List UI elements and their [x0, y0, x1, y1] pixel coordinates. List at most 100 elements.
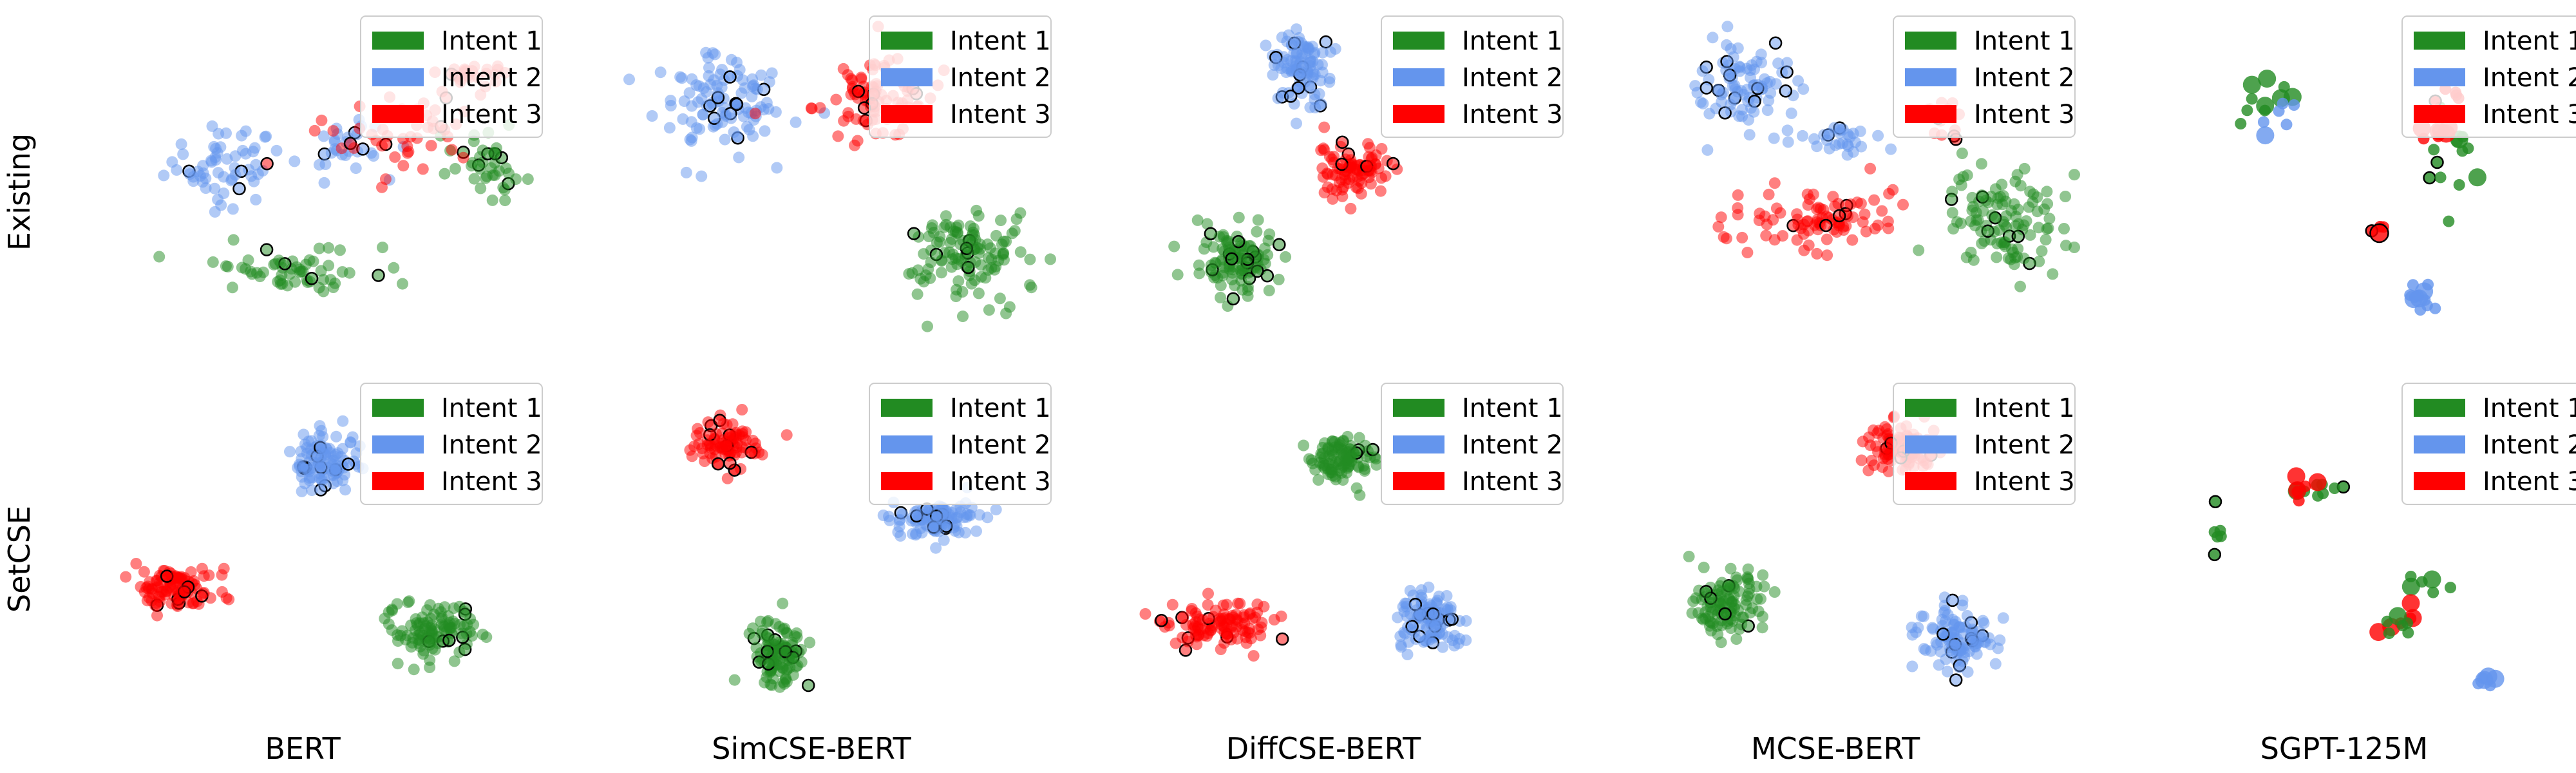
point-intent-2	[2288, 99, 2300, 111]
point-intent-3	[711, 457, 725, 471]
point-intent-3	[150, 597, 162, 609]
point-intent-2	[306, 484, 318, 497]
point-intent-1	[377, 242, 388, 254]
point-intent-3	[316, 114, 328, 126]
point-intent-3	[130, 558, 142, 569]
point-intent-2	[1844, 131, 1856, 143]
point-intent-1	[2014, 180, 2027, 192]
point-intent-1	[1323, 457, 1335, 470]
point-intent-1	[927, 227, 940, 238]
point-intent-3	[1170, 637, 1182, 649]
point-intent-1	[207, 256, 219, 268]
point-intent-3	[1864, 439, 1877, 452]
legend-label: Intent 1	[950, 26, 1051, 56]
point-intent-1	[486, 194, 498, 206]
row-label-existing: Existing	[2, 133, 37, 251]
row-label-setcse: SetCSE	[1, 505, 37, 613]
point-intent-3	[1876, 205, 1888, 217]
point-intent-3	[730, 432, 742, 444]
point-intent-3	[1882, 465, 1895, 477]
panel-setcse-bert: Intent 1 Intent 2 Intent 3	[120, 383, 543, 676]
point-intent-3	[1821, 249, 1833, 262]
point-intent-2	[1291, 117, 1302, 129]
point-intent-1	[1946, 207, 1958, 219]
point-intent-2	[2407, 279, 2419, 291]
point-intent-1	[1014, 207, 1027, 219]
legend: Intent 1 Intent 2 Intent 3	[1381, 15, 1564, 138]
point-intent-1	[454, 618, 466, 631]
point-intent-2	[1732, 42, 1744, 54]
point-intent-2	[1444, 604, 1457, 616]
legend-swatch-intent-3	[1905, 472, 1956, 490]
point-intent-1	[153, 251, 166, 263]
point-intent-1	[918, 248, 930, 260]
legend-label: Intent 2	[950, 430, 1051, 460]
point-intent-1	[954, 238, 967, 251]
point-intent-2	[1727, 51, 1739, 63]
point-intent-2	[734, 64, 746, 76]
legend: Intent 1 Intent 2 Intent 3	[1893, 383, 2076, 505]
legend-label: Intent 1	[2483, 26, 2576, 56]
point-intent-1	[2246, 93, 2258, 105]
point-intent-1	[2259, 104, 2271, 117]
legend: Intent 1 Intent 2 Intent 3	[869, 383, 1052, 505]
point-intent-2	[1267, 69, 1279, 81]
point-intent-1	[488, 146, 500, 158]
point-intent-1	[791, 627, 802, 639]
point-intent-2	[321, 462, 334, 474]
point-intent-1	[1967, 200, 1979, 213]
point-intent-1	[1262, 249, 1274, 261]
point-intent-1	[1205, 266, 1217, 278]
point-intent-2	[709, 48, 721, 61]
point-intent-1	[1359, 439, 1371, 452]
legend-label: Intent 2	[441, 63, 542, 93]
point-intent-3	[1205, 624, 1217, 636]
point-intent-1	[303, 254, 316, 266]
point-intent-2	[1912, 622, 1924, 634]
point-intent-2	[676, 72, 688, 84]
legend-label: Intent 3	[950, 100, 1051, 129]
point-intent-3	[223, 593, 235, 606]
point-intent-2	[1915, 610, 1927, 622]
panel-setcse-mcse-bert: Intent 1 Intent 2 Intent 3	[1683, 383, 2076, 687]
point-intent-2	[314, 420, 326, 432]
point-intent-1	[479, 172, 491, 184]
legend-label: Intent 1	[950, 394, 1051, 423]
point-intent-1	[2401, 617, 2413, 629]
point-intent-1	[2215, 530, 2227, 542]
point-intent-1	[777, 597, 789, 609]
point-intent-1	[779, 622, 791, 635]
point-intent-1	[254, 271, 266, 283]
point-intent-3	[702, 416, 714, 428]
point-intent-2	[1707, 32, 1719, 44]
legend-swatch-intent-2	[372, 435, 424, 453]
point-intent-3	[1255, 621, 1267, 633]
point-intent-1	[1251, 225, 1263, 238]
point-intent-1	[456, 627, 468, 640]
point-intent-1	[1000, 307, 1012, 320]
point-intent-1	[1712, 595, 1725, 607]
legend-label: Intent 1	[2483, 394, 2576, 423]
point-intent-1	[1208, 241, 1220, 253]
point-intent-3	[692, 423, 704, 435]
legend-label: Intent 2	[1974, 63, 2075, 93]
point-intent-1	[1352, 460, 1364, 472]
point-intent-1	[804, 636, 816, 649]
point-intent-3	[723, 456, 737, 470]
point-intent-2	[1401, 649, 1414, 660]
point-intent-2	[1994, 634, 2006, 646]
point-intent-2	[936, 508, 949, 519]
point-intent-1	[957, 310, 969, 323]
panel-existing-bert: Intent 1 Intent 2 Intent 3	[153, 15, 543, 298]
point-intent-2	[951, 520, 963, 532]
point-intent-2	[766, 67, 778, 79]
point-intent-3	[1767, 214, 1779, 226]
point-intent-3	[1236, 624, 1249, 636]
point-intent-1	[497, 182, 509, 194]
point-intent-3	[218, 562, 230, 575]
legend-label: Intent 2	[1462, 430, 1563, 460]
point-intent-2	[914, 508, 926, 520]
point-intent-2	[236, 144, 249, 157]
point-intent-2	[296, 466, 308, 477]
point-intent-1	[2443, 215, 2455, 227]
